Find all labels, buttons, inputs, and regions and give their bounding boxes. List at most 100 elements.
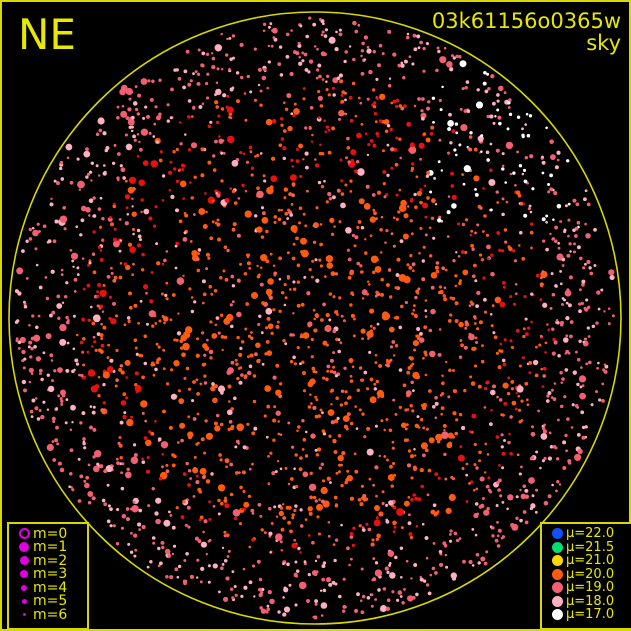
star bbox=[50, 269, 55, 274]
star bbox=[460, 250, 465, 254]
star bbox=[81, 317, 85, 322]
star bbox=[562, 466, 567, 470]
star bbox=[312, 22, 317, 27]
star bbox=[223, 245, 228, 249]
star bbox=[371, 88, 376, 92]
star bbox=[187, 483, 191, 487]
star bbox=[338, 470, 341, 474]
star bbox=[165, 469, 170, 474]
star bbox=[418, 142, 425, 149]
star bbox=[216, 67, 220, 71]
star bbox=[422, 426, 426, 430]
star bbox=[432, 236, 436, 240]
star bbox=[249, 150, 253, 154]
star bbox=[140, 198, 144, 202]
star bbox=[28, 340, 33, 345]
star bbox=[137, 93, 142, 98]
star bbox=[100, 343, 105, 348]
star bbox=[581, 425, 586, 430]
star bbox=[327, 93, 331, 97]
star bbox=[251, 512, 255, 515]
star bbox=[291, 516, 295, 520]
star bbox=[216, 218, 220, 222]
star bbox=[509, 142, 512, 145]
star bbox=[314, 258, 318, 262]
star bbox=[332, 295, 336, 299]
star bbox=[591, 324, 595, 328]
star bbox=[412, 596, 416, 600]
star bbox=[347, 160, 351, 164]
star bbox=[356, 225, 360, 229]
star bbox=[31, 398, 36, 403]
star bbox=[138, 140, 141, 144]
star bbox=[474, 322, 477, 325]
star bbox=[228, 550, 231, 553]
star bbox=[440, 169, 443, 172]
star bbox=[335, 337, 339, 341]
star bbox=[233, 516, 238, 521]
star bbox=[347, 257, 352, 262]
star bbox=[547, 494, 552, 499]
star bbox=[496, 544, 501, 548]
star bbox=[275, 533, 283, 541]
star bbox=[316, 515, 320, 519]
star bbox=[476, 88, 480, 92]
star bbox=[526, 134, 531, 138]
star bbox=[23, 305, 28, 309]
star bbox=[566, 159, 570, 163]
star bbox=[60, 177, 64, 181]
star bbox=[486, 158, 490, 162]
star bbox=[458, 55, 462, 59]
star bbox=[139, 299, 143, 303]
star bbox=[581, 435, 586, 440]
star bbox=[420, 484, 424, 489]
star bbox=[521, 172, 525, 176]
star bbox=[175, 506, 179, 510]
star bbox=[512, 249, 516, 253]
star bbox=[423, 579, 427, 583]
star bbox=[307, 405, 312, 409]
star bbox=[97, 394, 101, 398]
star bbox=[555, 319, 559, 322]
star bbox=[551, 483, 554, 487]
star bbox=[544, 341, 548, 345]
star bbox=[269, 185, 274, 189]
star bbox=[280, 549, 283, 552]
star bbox=[260, 528, 264, 532]
star bbox=[516, 385, 524, 393]
star bbox=[339, 341, 343, 345]
star bbox=[374, 505, 380, 511]
star bbox=[83, 479, 87, 483]
star bbox=[346, 136, 350, 141]
star bbox=[344, 50, 348, 54]
star bbox=[163, 519, 171, 527]
star bbox=[424, 309, 428, 313]
star bbox=[334, 419, 339, 424]
star bbox=[155, 360, 159, 364]
star bbox=[195, 474, 199, 478]
star bbox=[304, 68, 309, 72]
star bbox=[421, 522, 425, 526]
star bbox=[73, 368, 76, 372]
star bbox=[256, 559, 261, 564]
star bbox=[109, 358, 114, 363]
star bbox=[317, 90, 321, 93]
star bbox=[249, 467, 252, 471]
star bbox=[397, 590, 403, 595]
star bbox=[220, 313, 224, 317]
star bbox=[392, 520, 397, 525]
star bbox=[434, 401, 439, 406]
star bbox=[204, 192, 207, 195]
star bbox=[315, 314, 319, 318]
star bbox=[69, 448, 74, 453]
star bbox=[313, 615, 318, 620]
star bbox=[88, 261, 92, 265]
star bbox=[205, 479, 211, 484]
star bbox=[346, 546, 350, 551]
star bbox=[87, 501, 92, 505]
star bbox=[335, 471, 339, 475]
star bbox=[131, 129, 134, 133]
star bbox=[189, 574, 194, 579]
star bbox=[238, 352, 243, 357]
star bbox=[564, 368, 569, 372]
